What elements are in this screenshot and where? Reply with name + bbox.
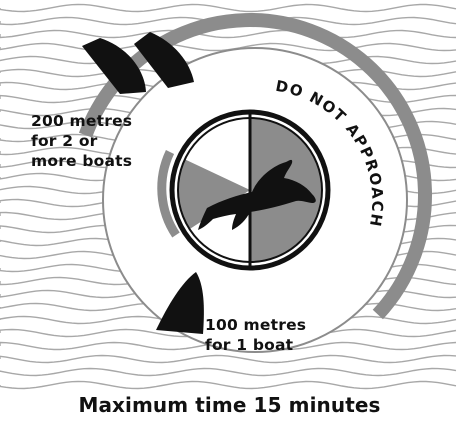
dolphin-icon bbox=[198, 159, 316, 230]
near-zone-label: 100 metres for 1 boat bbox=[205, 316, 307, 354]
outer-zone-ring bbox=[68, 13, 432, 377]
inner-zone-edge bbox=[157, 150, 180, 238]
wave-line bbox=[0, 380, 457, 390]
boat-icon bbox=[156, 272, 204, 334]
no-approach-zone bbox=[169, 109, 331, 271]
boat-icon bbox=[82, 38, 146, 94]
wave-line bbox=[0, 367, 457, 377]
boat-icon bbox=[134, 32, 194, 88]
wave-line bbox=[0, 3, 457, 13]
max-time-caption: Maximum time 15 minutes bbox=[78, 393, 381, 417]
wave-line bbox=[0, 29, 457, 39]
wave-line bbox=[0, 354, 457, 364]
far-zone-label: 200 metres for 2 or more boats bbox=[31, 112, 133, 170]
